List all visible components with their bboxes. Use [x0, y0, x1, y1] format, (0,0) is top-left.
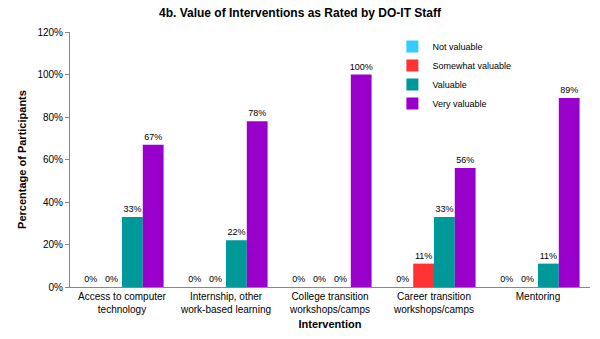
svg-text:Mentoring: Mentoring: [516, 291, 560, 302]
svg-text:100%: 100%: [37, 69, 63, 80]
svg-text:Career transitionworkshops/cam: Career transitionworkshops/camps: [393, 291, 474, 315]
svg-text:0%: 0%: [313, 274, 326, 284]
svg-text:0%: 0%: [521, 274, 534, 284]
svg-text:0%: 0%: [396, 274, 409, 284]
svg-text:60%: 60%: [43, 154, 63, 165]
svg-text:Not valuable: Not valuable: [432, 42, 482, 52]
svg-text:0%: 0%: [334, 274, 347, 284]
svg-text:0%: 0%: [49, 282, 64, 293]
svg-text:0%: 0%: [500, 274, 513, 284]
svg-text:120%: 120%: [37, 27, 63, 38]
svg-text:80%: 80%: [43, 112, 63, 123]
svg-text:33%: 33%: [435, 204, 453, 214]
svg-text:College transitionworkshops/ca: College transitionworkshops/camps: [289, 291, 370, 315]
svg-text:Internship, otherwork-based le: Internship, otherwork-based learning: [180, 291, 271, 315]
svg-text:40%: 40%: [43, 197, 63, 208]
svg-text:11%: 11%: [415, 251, 432, 261]
svg-text:Intervention: Intervention: [299, 318, 362, 330]
svg-text:Valuable: Valuable: [432, 80, 466, 90]
svg-text:89%: 89%: [560, 85, 578, 95]
svg-text:67%: 67%: [144, 132, 162, 142]
svg-text:Access to computertechnology: Access to computertechnology: [78, 291, 166, 315]
svg-text:11%: 11%: [540, 251, 557, 261]
svg-text:100%: 100%: [350, 62, 373, 72]
svg-text:Very valuable: Very valuable: [432, 99, 486, 109]
svg-text:0%: 0%: [105, 274, 118, 284]
svg-text:56%: 56%: [456, 155, 474, 165]
svg-text:0%: 0%: [84, 274, 97, 284]
svg-text:Somewhat valuable: Somewhat valuable: [432, 61, 511, 71]
svg-text:4b. Value of Interventions as: 4b. Value of Interventions as Rated by D…: [159, 6, 442, 20]
svg-text:0%: 0%: [209, 274, 222, 284]
svg-text:0%: 0%: [188, 274, 201, 284]
svg-text:20%: 20%: [43, 239, 63, 250]
svg-text:0%: 0%: [292, 274, 305, 284]
svg-text:22%: 22%: [227, 227, 245, 237]
svg-text:33%: 33%: [123, 204, 141, 214]
svg-text:78%: 78%: [248, 108, 266, 118]
svg-text:Percentage of Participants: Percentage of Participants: [16, 90, 28, 229]
